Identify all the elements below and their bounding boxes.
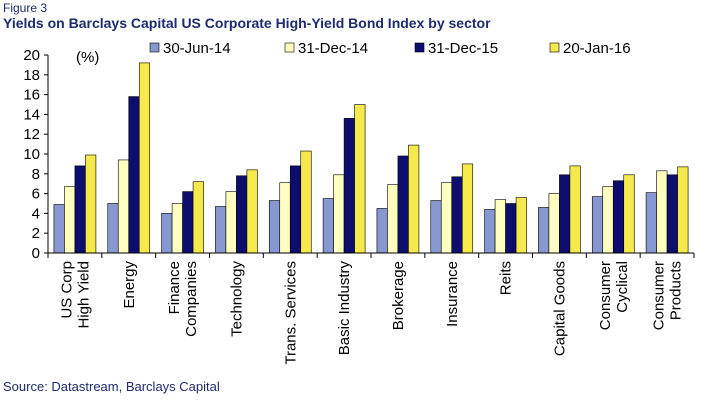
bar-31-Dec-15 — [128, 96, 140, 254]
bar-31-Dec-14 — [279, 182, 291, 254]
bar-31-Dec-15 — [451, 176, 463, 254]
bar-31-Dec-15 — [289, 165, 302, 254]
y-tick-label: 10 — [23, 146, 40, 163]
legend-label: 20-Jan-16 — [563, 40, 631, 57]
y-tick-label: 20 — [23, 47, 40, 64]
x-tick-label: US Corp — [58, 261, 75, 319]
legend-swatch — [284, 42, 295, 53]
x-tick-label: Consumer — [597, 261, 614, 330]
bar-31-Dec-14 — [117, 159, 130, 254]
legend-swatch — [549, 42, 560, 53]
bar-31-Dec-14 — [171, 203, 183, 254]
bar-20-Jan-16 — [192, 181, 204, 254]
y-tick-label: 8 — [32, 166, 40, 183]
bar-20-Jan-16 — [461, 163, 474, 254]
bar-30-Jun-14 — [53, 204, 65, 254]
y-tick-label: 14 — [23, 106, 40, 123]
bar-31-Dec-15 — [182, 191, 194, 254]
y-tick-label: 18 — [23, 67, 40, 84]
bar-20-Jan-16 — [246, 169, 258, 254]
x-tick-label: Capital Goods — [551, 261, 568, 356]
x-tick-label: Cyclical — [614, 261, 631, 313]
legend-label: 30-Jun-14 — [163, 40, 231, 57]
bar-20-Jan-16 — [408, 144, 420, 254]
bar-31-Dec-14 — [225, 191, 237, 254]
x-tick-label: High Yield — [75, 261, 92, 329]
bar-31-Dec-14 — [602, 186, 614, 254]
legend-label: 31-Dec-15 — [428, 40, 498, 57]
x-tick-label: Products — [668, 261, 685, 320]
bar-31-Dec-14 — [333, 174, 345, 254]
x-tick-label: Brokerage — [390, 261, 407, 330]
x-tick-label: Reits — [498, 261, 515, 295]
bar-20-Jan-16 — [138, 62, 151, 254]
y-tick-label: 16 — [23, 87, 40, 104]
bar-31-Dec-14 — [387, 184, 399, 254]
chart-title: Yields on Barclays Capital US Corporate … — [3, 15, 491, 31]
bar-30-Jun-14 — [161, 213, 173, 254]
x-tick-label: Trans. Services — [282, 261, 299, 365]
bar-31-Dec-15 — [397, 155, 409, 254]
x-tick-label: Insurance — [444, 261, 461, 327]
bar-30-Jun-14 — [107, 203, 119, 254]
x-tick-label: Energy — [121, 261, 138, 309]
figure-label: Figure 3 — [3, 1, 48, 15]
bar-20-Jan-16 — [677, 166, 689, 254]
bar-31-Dec-15 — [236, 175, 248, 254]
bar-20-Jan-16 — [85, 154, 97, 254]
bar-31-Dec-14 — [64, 186, 76, 254]
x-tick-label: Companies — [183, 261, 200, 337]
bar-20-Jan-16 — [300, 150, 312, 254]
bar-30-Jun-14 — [645, 192, 657, 254]
bar-31-Dec-15 — [666, 174, 678, 254]
bar-30-Jun-14 — [215, 206, 227, 254]
bar-30-Jun-14 — [591, 196, 604, 254]
legend-swatch — [414, 42, 425, 53]
y-tick-label: 6 — [32, 186, 40, 203]
bar-31-Dec-15 — [343, 118, 355, 254]
y-tick-label: 12 — [23, 126, 40, 143]
bar-30-Jun-14 — [268, 200, 281, 254]
x-tick-label: Consumer — [651, 261, 668, 330]
bar-31-Dec-15 — [612, 180, 625, 254]
bar-31-Dec-14 — [656, 170, 668, 254]
source-note: Source: Datastream, Barclays Capital — [3, 379, 220, 394]
bar-31-Dec-14 — [440, 182, 453, 254]
bar-30-Jun-14 — [322, 198, 334, 254]
bar-30-Jun-14 — [376, 208, 388, 254]
legend-label: 31-Dec-14 — [298, 40, 368, 57]
y-tick-label: 0 — [32, 245, 40, 262]
bar-30-Jun-14 — [538, 207, 550, 254]
bar-31-Dec-15 — [559, 174, 571, 254]
bar-30-Jun-14 — [430, 200, 442, 254]
x-tick-label: Finance — [166, 261, 183, 314]
bar-20-Jan-16 — [569, 165, 581, 254]
x-tick-label: Basic Industry — [336, 261, 353, 356]
bar-31-Dec-14 — [494, 199, 506, 254]
bar-31-Dec-14 — [548, 193, 560, 254]
y-tick-label: 2 — [32, 225, 40, 242]
bar-20-Jan-16 — [354, 104, 366, 254]
y-tick-label: 4 — [32, 205, 40, 222]
bar-31-Dec-15 — [74, 165, 86, 254]
unit-label: (%) — [76, 49, 99, 66]
legend-swatch — [149, 42, 160, 53]
bar-20-Jan-16 — [515, 197, 527, 254]
bar-31-Dec-15 — [505, 203, 517, 254]
x-tick-label: Technology — [228, 261, 245, 337]
bar-30-Jun-14 — [484, 209, 496, 254]
bar-20-Jan-16 — [623, 174, 635, 254]
